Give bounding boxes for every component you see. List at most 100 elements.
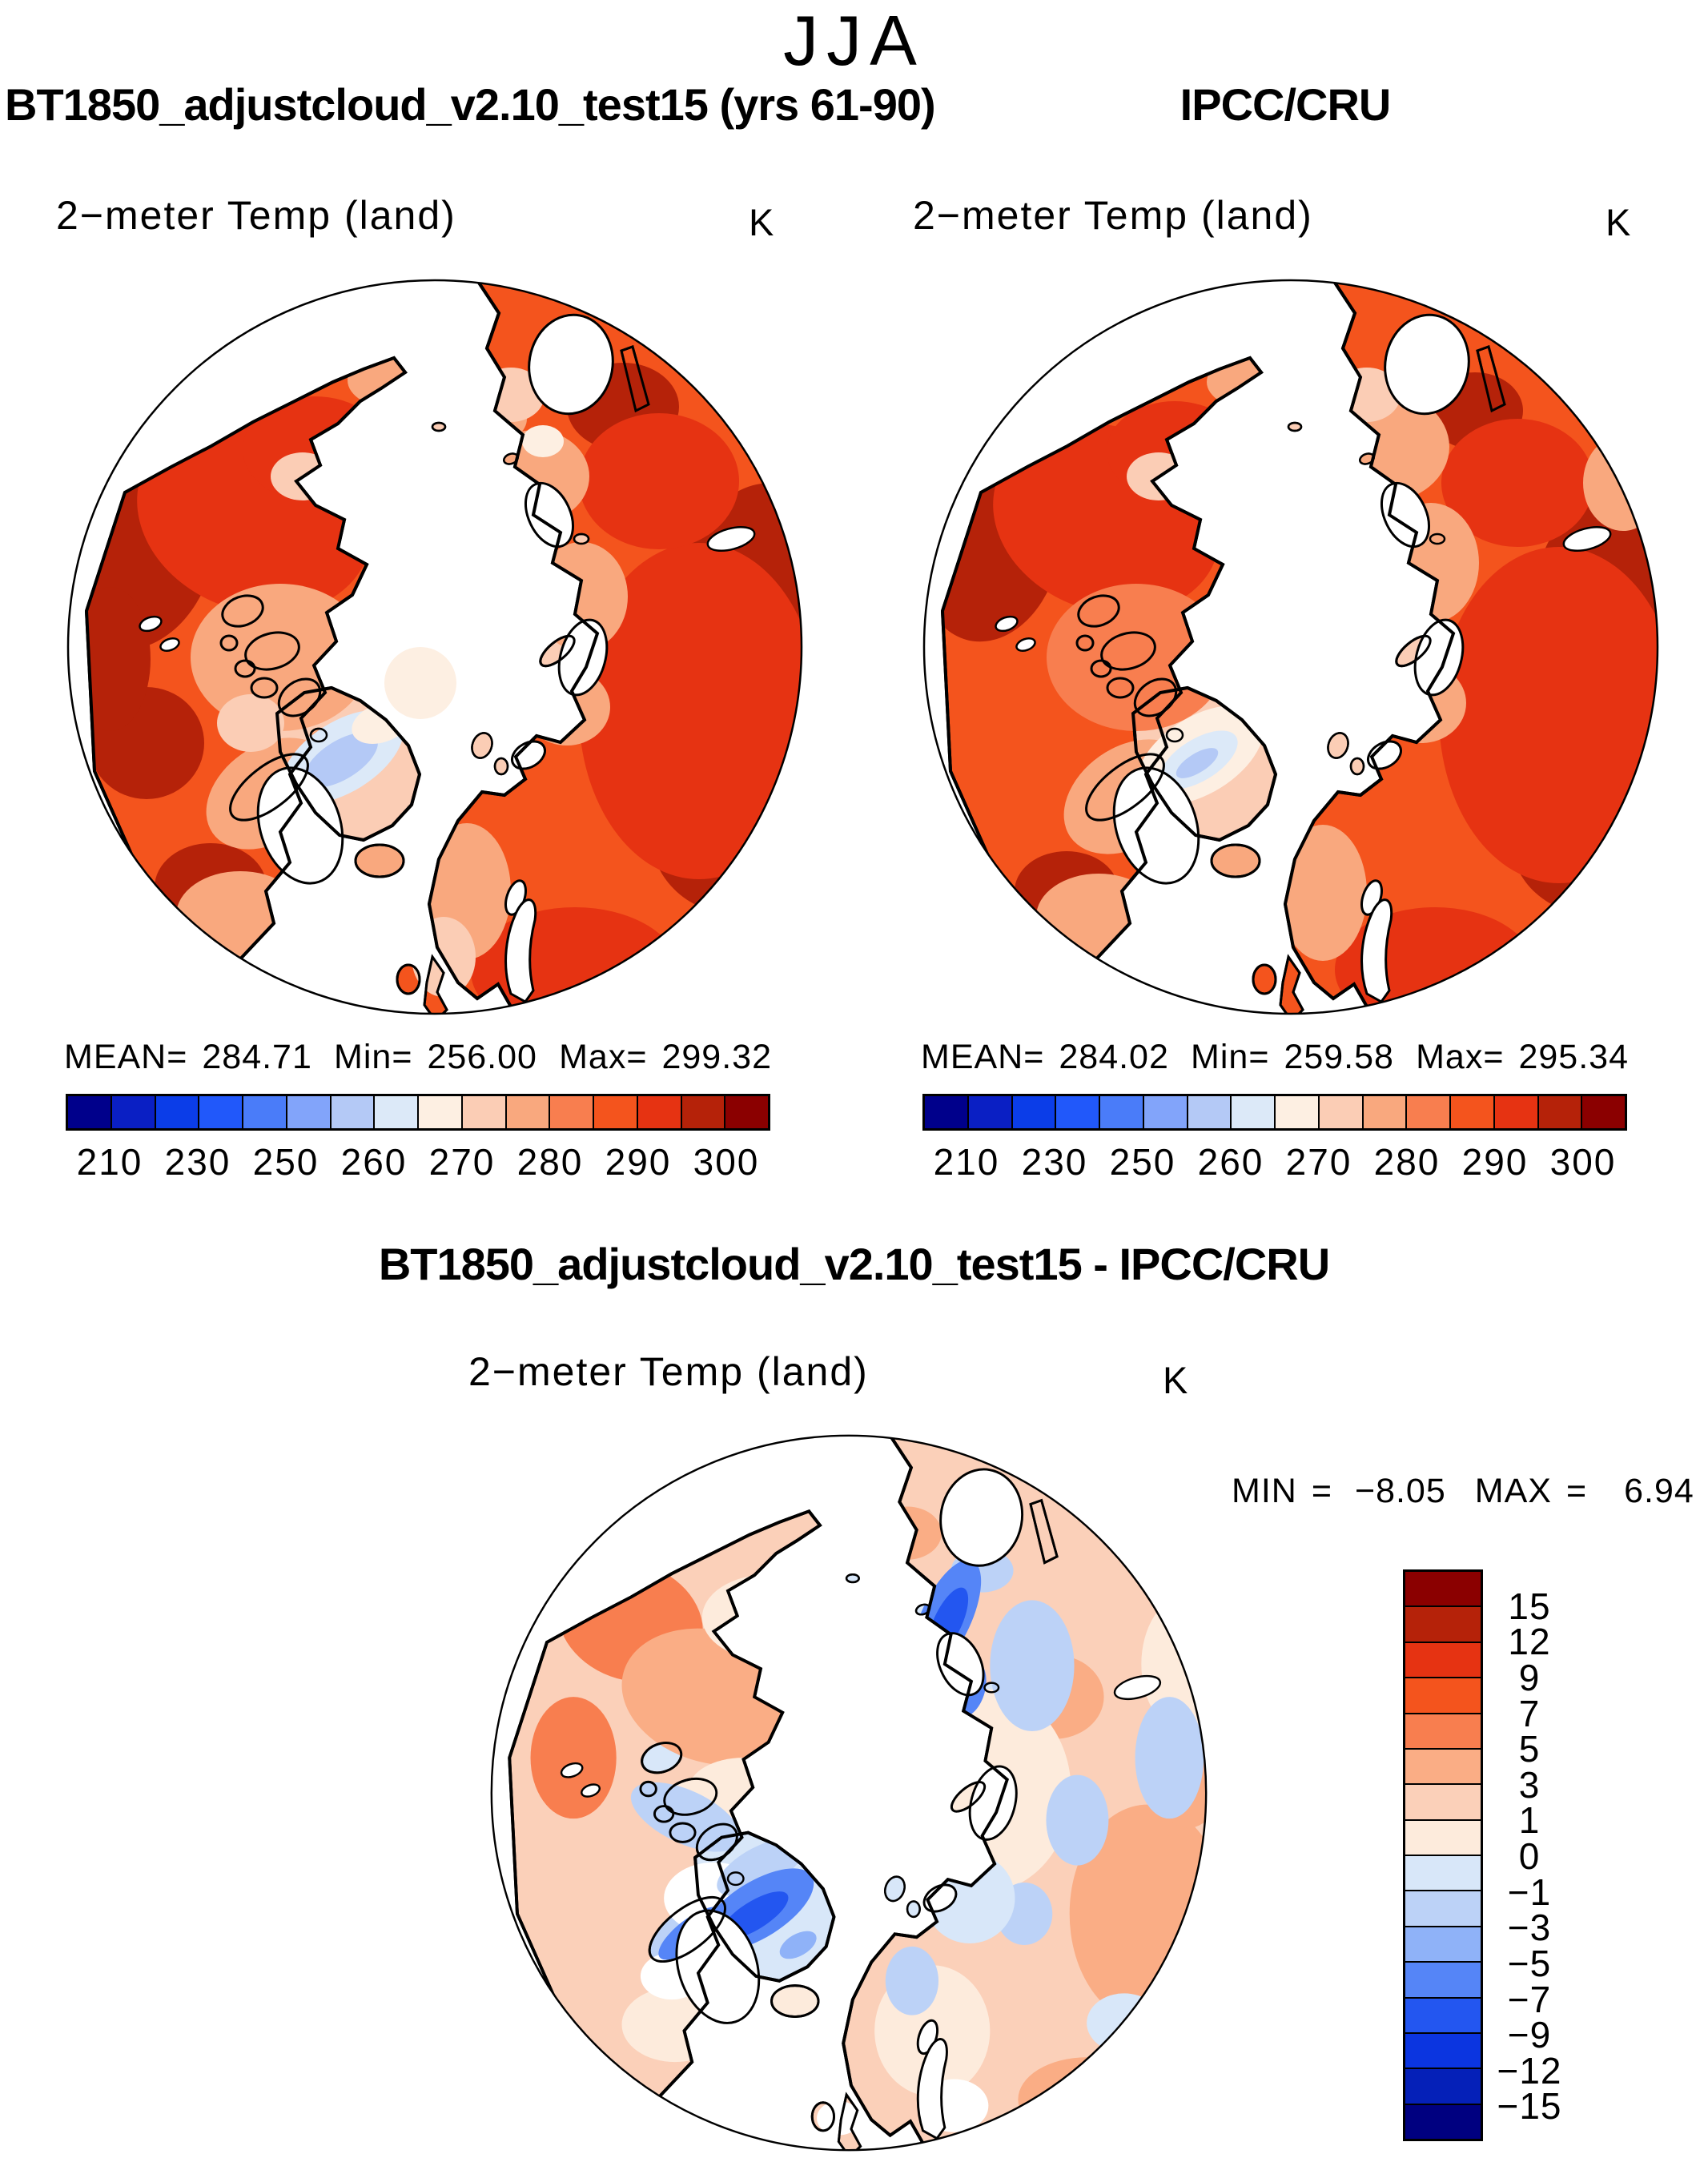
max-value: 295.34	[1518, 1038, 1629, 1076]
diff-map	[490, 1434, 1208, 2152]
mean-label: MEAN=	[921, 1038, 1045, 1076]
colorbar-tick-label: 280	[516, 1141, 584, 1183]
equals-sign: =	[1565, 1472, 1588, 1510]
colorbar-cell	[1405, 2104, 1481, 2139]
colorbar-cell	[1451, 1096, 1495, 1128]
colorbar-tick-label: 260	[340, 1141, 408, 1183]
model-map	[66, 279, 803, 1015]
colorbar-cell	[287, 1096, 332, 1128]
colorbar-cell	[1494, 1096, 1539, 1128]
obs-colorbar-ticks: 210 230 250 260 270 280 290 300	[922, 1140, 1627, 1188]
diff-min-label: MIN	[1232, 1472, 1297, 1510]
colorbar-cell	[243, 1096, 287, 1128]
model-subtitle: 2−meter Temp (land)	[56, 193, 456, 238]
diff-colorbar	[1403, 1569, 1483, 2141]
min-label: Min=	[1191, 1038, 1270, 1076]
colorbar-tick-label: 15	[1508, 1585, 1551, 1627]
diff-subtitle: 2−meter Temp (land)	[468, 1349, 869, 1394]
colorbar-cell	[1405, 2033, 1481, 2070]
colorbar-tick-label: 1	[1518, 1799, 1541, 1842]
colorbar-cell	[1405, 1785, 1481, 1821]
colorbar-tick-label: 230	[1021, 1141, 1088, 1183]
mean-value: 284.02	[1059, 1038, 1169, 1076]
colorbar-tick-label: 12	[1508, 1621, 1551, 1663]
model-stats-row: MEAN= 284.71 Min= 256.00 Max= 299.32	[64, 1038, 772, 1077]
colorbar-tick-label: −5	[1507, 1942, 1552, 1984]
model-max-group: Max= 299.32	[559, 1038, 772, 1077]
colorbar-tick-label: 230	[164, 1141, 231, 1183]
obs-colorbar	[922, 1094, 1627, 1131]
colorbar-cell	[637, 1096, 682, 1128]
model-units-label: K	[749, 201, 774, 243]
colorbar-cell	[462, 1096, 507, 1128]
colorbar-cell	[1405, 1749, 1481, 1786]
colorbar-cell	[1319, 1096, 1364, 1128]
colorbar-cell	[1582, 1096, 1625, 1128]
colorbar-tick-label: 3	[1518, 1763, 1541, 1806]
colorbar-tick-label: 210	[76, 1141, 143, 1183]
diff-min-value: −8.05	[1354, 1472, 1446, 1510]
colorbar-cell	[1143, 1096, 1188, 1128]
model-colorbar-ticks: 210 230 250 260 270 280 290 300	[66, 1140, 770, 1188]
colorbar-tick-label: −7	[1507, 1978, 1552, 2020]
diff-minmax-row: MIN = −8.05 MAX = 6.94	[1232, 1472, 1694, 1511]
colorbar-cell	[550, 1096, 594, 1128]
colorbar-tick-label: −3	[1507, 1907, 1552, 1949]
colorbar-cell	[1405, 1678, 1481, 1714]
colorbar-cell	[1100, 1096, 1144, 1128]
colorbar-cell	[1538, 1096, 1583, 1128]
colorbar-cell	[1276, 1096, 1320, 1128]
colorbar-tick-label: 250	[1109, 1141, 1176, 1183]
colorbar-cell	[594, 1096, 638, 1128]
diff-max-label: MAX	[1474, 1472, 1552, 1510]
colorbar-cell	[1405, 1714, 1481, 1750]
model-mean-group: MEAN= 284.71	[64, 1038, 312, 1077]
colorbar-tick-label: 270	[1285, 1141, 1352, 1183]
colorbar-cell	[968, 1096, 1013, 1128]
model-panel-title: BT1850_adjustcloud_v2.10_test15 (yrs 61-…	[5, 79, 936, 130]
min-label: Min=	[334, 1038, 413, 1076]
colorbar-cell	[68, 1096, 112, 1128]
colorbar-cell	[1232, 1096, 1276, 1128]
colorbar-cell	[925, 1096, 969, 1128]
model-min-group: Min= 256.00	[334, 1038, 537, 1077]
colorbar-cell	[1405, 1607, 1481, 1643]
obs-panel-title: IPCC/CRU	[1180, 79, 1392, 130]
colorbar-tick-label: −1	[1507, 1871, 1552, 1913]
colorbar-cell	[1405, 1963, 1481, 1999]
colorbar-tick-label: 270	[428, 1141, 496, 1183]
equals-sign: =	[1311, 1472, 1332, 1510]
colorbar-cell	[506, 1096, 551, 1128]
colorbar-cell	[331, 1096, 376, 1128]
obs-units-label: K	[1606, 201, 1631, 243]
colorbar-cell	[1405, 1820, 1481, 1856]
season-title: JJA	[783, 1, 925, 80]
colorbar-cell	[375, 1096, 419, 1128]
colorbar-cell	[155, 1096, 200, 1128]
colorbar-tick-label: 300	[1549, 1141, 1617, 1183]
diff-panel-title: BT1850_adjustcloud_v2.10_test15 - IPCC/C…	[378, 1239, 1330, 1289]
colorbar-cell	[199, 1096, 243, 1128]
max-label: Max=	[1416, 1038, 1505, 1076]
colorbar-cell	[1188, 1096, 1232, 1128]
colorbar-tick-label: 7	[1518, 1692, 1541, 1734]
colorbar-cell	[725, 1096, 768, 1128]
colorbar-tick-label: 290	[605, 1141, 672, 1183]
colorbar-cell	[1363, 1096, 1408, 1128]
colorbar-cell	[1405, 1998, 1481, 2034]
colorbar-tick-label: 9	[1518, 1656, 1541, 1698]
mean-value: 284.71	[202, 1038, 312, 1076]
colorbar-cell	[681, 1096, 726, 1128]
colorbar-tick-label: −15	[1497, 2085, 1562, 2128]
colorbar-cell	[1407, 1096, 1451, 1128]
colorbar-cell	[419, 1096, 463, 1128]
min-value: 256.00	[427, 1038, 537, 1076]
diff-max-value: 6.94	[1624, 1472, 1694, 1510]
colorbar-tick-label: 210	[933, 1141, 1000, 1183]
colorbar-cell	[1405, 1572, 1481, 1608]
colorbar-cell	[1405, 1856, 1481, 1892]
colorbar-cell	[1405, 2069, 1481, 2105]
colorbar-cell	[1012, 1096, 1057, 1128]
colorbar-tick-label: 300	[693, 1141, 760, 1183]
